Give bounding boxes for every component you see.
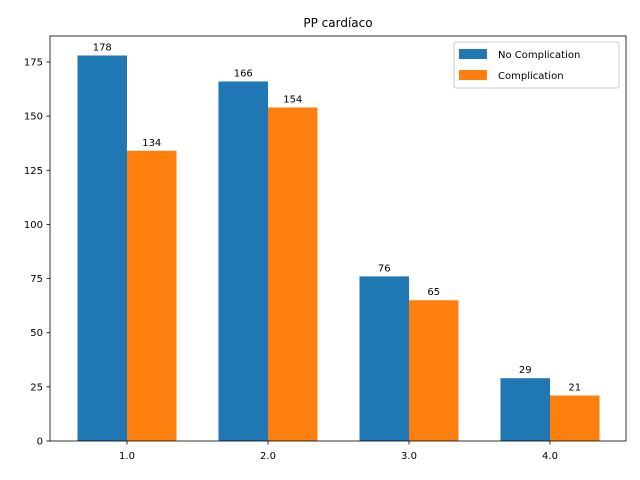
data-labels-layer: 178 134 166 154 76 65 29 21 (93, 42, 581, 393)
y-tick-label: 0 (37, 437, 43, 448)
chart-title: PP cardíaco (303, 16, 372, 30)
data-label: 29 (519, 365, 532, 376)
bar-complication-2.0 (268, 107, 318, 442)
data-label: 154 (283, 94, 302, 105)
data-label: 76 (378, 263, 391, 274)
y-tick-label: 75 (30, 274, 43, 285)
bar-no-complication-1.0 (77, 55, 127, 442)
data-label: 134 (142, 138, 161, 149)
bar-complication-3.0 (409, 300, 459, 441)
data-label: 21 (568, 383, 581, 394)
bar-complication-1.0 (127, 150, 177, 441)
bar-no-complication-3.0 (359, 276, 409, 441)
y-tick-label: 25 (30, 382, 43, 393)
axes-layer: 0 25 50 75 100 125 150 175 1.0 2.0 3.0 4.0 (24, 35, 627, 462)
legend-box (453, 41, 620, 89)
data-label: 178 (93, 42, 112, 53)
axes-frame (49, 35, 627, 442)
legend-label: No Complication (498, 50, 580, 61)
bar-no-complication-4.0 (500, 378, 550, 441)
data-label: 65 (427, 287, 440, 298)
legend-label: Complication (498, 71, 564, 82)
y-tick-label: 125 (24, 166, 43, 177)
x-tick-label: 2.0 (260, 451, 276, 462)
y-tick-label: 150 (24, 112, 43, 123)
legend-swatch (459, 49, 487, 59)
x-tick-label: 1.0 (119, 451, 135, 462)
y-tick-label: 175 (24, 57, 43, 68)
y-tick-label: 100 (24, 220, 43, 231)
x-tick-label: 4.0 (542, 451, 558, 462)
x-tick-label: 3.0 (401, 451, 417, 462)
y-tick-label: 50 (30, 328, 43, 339)
legend: No Complication Complication (453, 41, 620, 89)
bar-no-complication-2.0 (218, 81, 268, 441)
data-label: 166 (234, 68, 253, 79)
legend-swatch (459, 70, 487, 80)
bars-layer (77, 55, 600, 442)
bar-complication-4.0 (550, 395, 600, 441)
